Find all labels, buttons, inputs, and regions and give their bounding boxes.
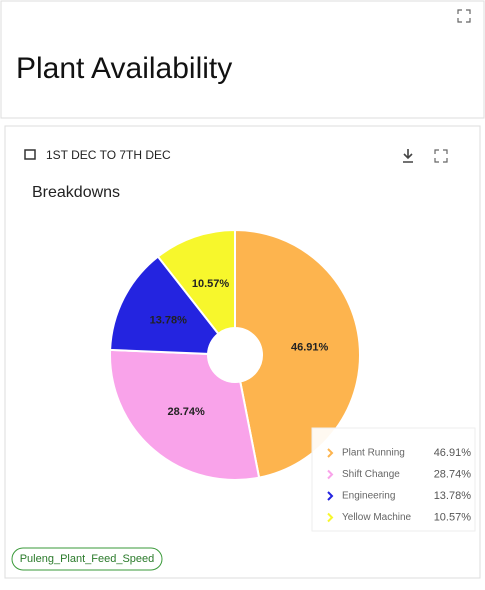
- legend-value: 46.91%: [434, 447, 472, 459]
- legend-marker: [327, 491, 334, 501]
- fullscreen-icon[interactable]: [457, 9, 471, 23]
- legend-marker: [327, 512, 334, 523]
- legend-label: Plant Running: [342, 448, 405, 459]
- legend-value: 10.57%: [434, 511, 472, 523]
- slice-label: 28.74%: [168, 406, 206, 418]
- expand-icon[interactable]: [434, 149, 448, 163]
- tag-label: Puleng_Plant_Feed_Speed: [20, 553, 155, 565]
- slice-label: 46.91%: [291, 342, 329, 354]
- page-title: Plant Availability: [16, 52, 232, 85]
- legend-label: Engineering: [342, 491, 395, 502]
- pie-slice: [156, 228, 236, 336]
- legend-label: Shift Change: [342, 469, 400, 480]
- pie: 46.91% 28.74% 13.78% 10.57%: [109, 228, 361, 481]
- legend-marker: [327, 469, 334, 480]
- legend-label: Yellow Machine: [342, 512, 412, 523]
- legend-value: 28.74%: [434, 468, 472, 480]
- slice-label: 13.78%: [150, 315, 188, 327]
- download-icon[interactable]: [403, 149, 413, 163]
- legend-value: 13.78%: [434, 490, 472, 502]
- date-range: 1ST DEC TO 7TH DEC: [46, 148, 171, 162]
- pie-slice: [109, 255, 220, 355]
- header-panel: [0, 0, 485, 119]
- tag-pill[interactable]: [11, 547, 163, 571]
- legend-marker: [327, 448, 334, 458]
- legend: [311, 427, 476, 532]
- chart-title: Breakdowns: [32, 184, 120, 201]
- calendar-icon: [24, 149, 36, 160]
- legend-items: Plant Running 46.91% Shift Change 28.74% Eng…: [327, 447, 472, 523]
- slice-label: 10.57%: [192, 278, 230, 290]
- pie-slice: [109, 348, 261, 481]
